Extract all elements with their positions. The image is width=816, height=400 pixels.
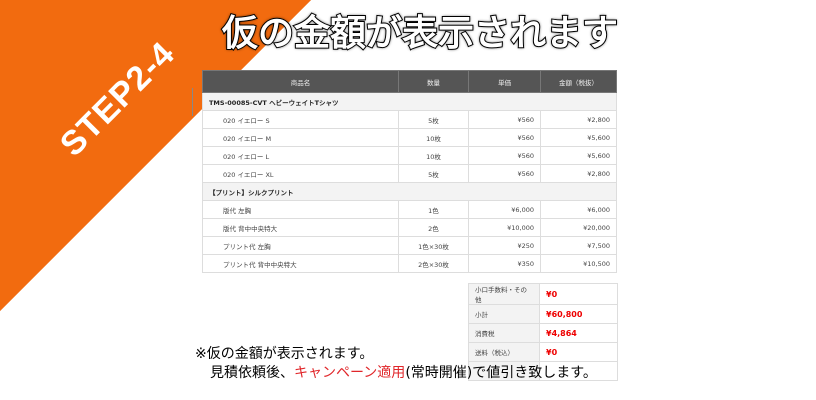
table-row: 020 イエロー L 10枚 ¥560 ¥5,600 <box>202 146 617 165</box>
note-text: (常時開催)で値引き致します。 <box>405 365 597 381</box>
summary-table: 小口手数料・その他 ¥0 小計 ¥60,800 消費税 ¥4,864 送料（税込） ¥0 <box>468 283 618 381</box>
item-qty: 10枚 <box>398 128 469 147</box>
item-name: 020 イエロー S <box>202 110 399 129</box>
item-name: 版代 背中中央特大 <box>202 218 399 237</box>
summary-label: 小計 <box>468 304 540 324</box>
note-line-2: 見積依頼後、キャンペーン適用(常時開催)で値引き致します。 <box>210 362 597 382</box>
col-product: 商品名 <box>202 70 399 93</box>
table-row: プリント代 背中中央特大 2色×30枚 ¥350 ¥10,500 <box>202 254 617 273</box>
item-total: ¥5,600 <box>540 146 617 165</box>
note-line-1: ※仮の金額が表示されます。 <box>195 346 374 362</box>
item-price: ¥560 <box>468 110 541 129</box>
item-price: ¥6,000 <box>468 200 541 219</box>
summary-row: 消費税 ¥4,864 <box>468 323 618 343</box>
item-price: ¥250 <box>468 236 541 255</box>
estimate-table: 商品名 数量 単価 金額（税抜） TMS-00085-CVT ヘビーウェイトTシ… <box>202 70 617 273</box>
group-name: 【プリント】シルクプリント <box>202 182 617 201</box>
item-total: ¥2,800 <box>540 110 617 129</box>
col-qty: 数量 <box>398 70 469 93</box>
item-price: ¥560 <box>468 164 541 183</box>
table-row: 020 イエロー S 5枚 ¥560 ¥2,800 <box>202 110 617 129</box>
item-name: 020 イエロー M <box>202 128 399 147</box>
divider <box>192 88 193 116</box>
summary-value: ¥0 <box>539 283 618 305</box>
summary-label <box>468 361 540 381</box>
item-qty: 5枚 <box>398 110 469 129</box>
item-qty: 1色×30枚 <box>398 236 469 255</box>
item-price: ¥560 <box>468 128 541 147</box>
item-qty: 2色 <box>398 218 469 237</box>
summary-value <box>539 361 618 381</box>
campaign-highlight: キャンペーン適用 <box>294 365 406 381</box>
item-qty: 1色 <box>398 200 469 219</box>
item-name: 020 イエロー XL <box>202 164 399 183</box>
table-row: 020 イエロー XL 5枚 ¥560 ¥2,800 <box>202 164 617 183</box>
item-total: ¥5,600 <box>540 128 617 147</box>
table-row: 版代 背中中央特大 2色 ¥10,000 ¥20,000 <box>202 218 617 237</box>
item-total: ¥10,500 <box>540 254 617 273</box>
item-total: ¥7,500 <box>540 236 617 255</box>
item-price: ¥560 <box>468 146 541 165</box>
summary-value: ¥0 <box>539 342 618 362</box>
group-row: 【プリント】シルクプリント <box>202 182 617 201</box>
summary-row: 小計 ¥60,800 <box>468 304 618 324</box>
summary-label: 小口手数料・その他 <box>468 283 540 305</box>
item-price: ¥10,000 <box>468 218 541 237</box>
item-total: ¥2,800 <box>540 164 617 183</box>
col-total: 金額（税抜） <box>540 70 617 93</box>
item-name: 版代 左胸 <box>202 200 399 219</box>
item-price: ¥350 <box>468 254 541 273</box>
item-total: ¥6,000 <box>540 200 617 219</box>
summary-label: 消費税 <box>468 323 540 343</box>
item-qty: 5枚 <box>398 164 469 183</box>
item-total: ¥20,000 <box>540 218 617 237</box>
summary-value: ¥60,800 <box>539 304 618 324</box>
col-price: 単価 <box>468 70 541 93</box>
note-text: 見積依頼後、 <box>210 365 294 381</box>
group-row: TMS-00085-CVT ヘビーウェイトTシャツ <box>202 92 617 111</box>
summary-label: 送料（税込） <box>468 342 540 362</box>
group-name: TMS-00085-CVT ヘビーウェイトTシャツ <box>202 92 617 111</box>
summary-value: ¥4,864 <box>539 323 618 343</box>
page-title: 仮の金額が表示されます <box>221 12 619 55</box>
item-name: 020 イエロー L <box>202 146 399 165</box>
summary-row <box>468 361 618 381</box>
item-qty: 2色×30枚 <box>398 254 469 273</box>
item-name: プリント代 左胸 <box>202 236 399 255</box>
item-qty: 10枚 <box>398 146 469 165</box>
table-row: 版代 左胸 1色 ¥6,000 ¥6,000 <box>202 200 617 219</box>
summary-row: 送料（税込） ¥0 <box>468 342 618 362</box>
table-row: 020 イエロー M 10枚 ¥560 ¥5,600 <box>202 128 617 147</box>
table-row: プリント代 左胸 1色×30枚 ¥250 ¥7,500 <box>202 236 617 255</box>
summary-row: 小口手数料・その他 ¥0 <box>468 283 618 305</box>
item-name: プリント代 背中中央特大 <box>202 254 399 273</box>
